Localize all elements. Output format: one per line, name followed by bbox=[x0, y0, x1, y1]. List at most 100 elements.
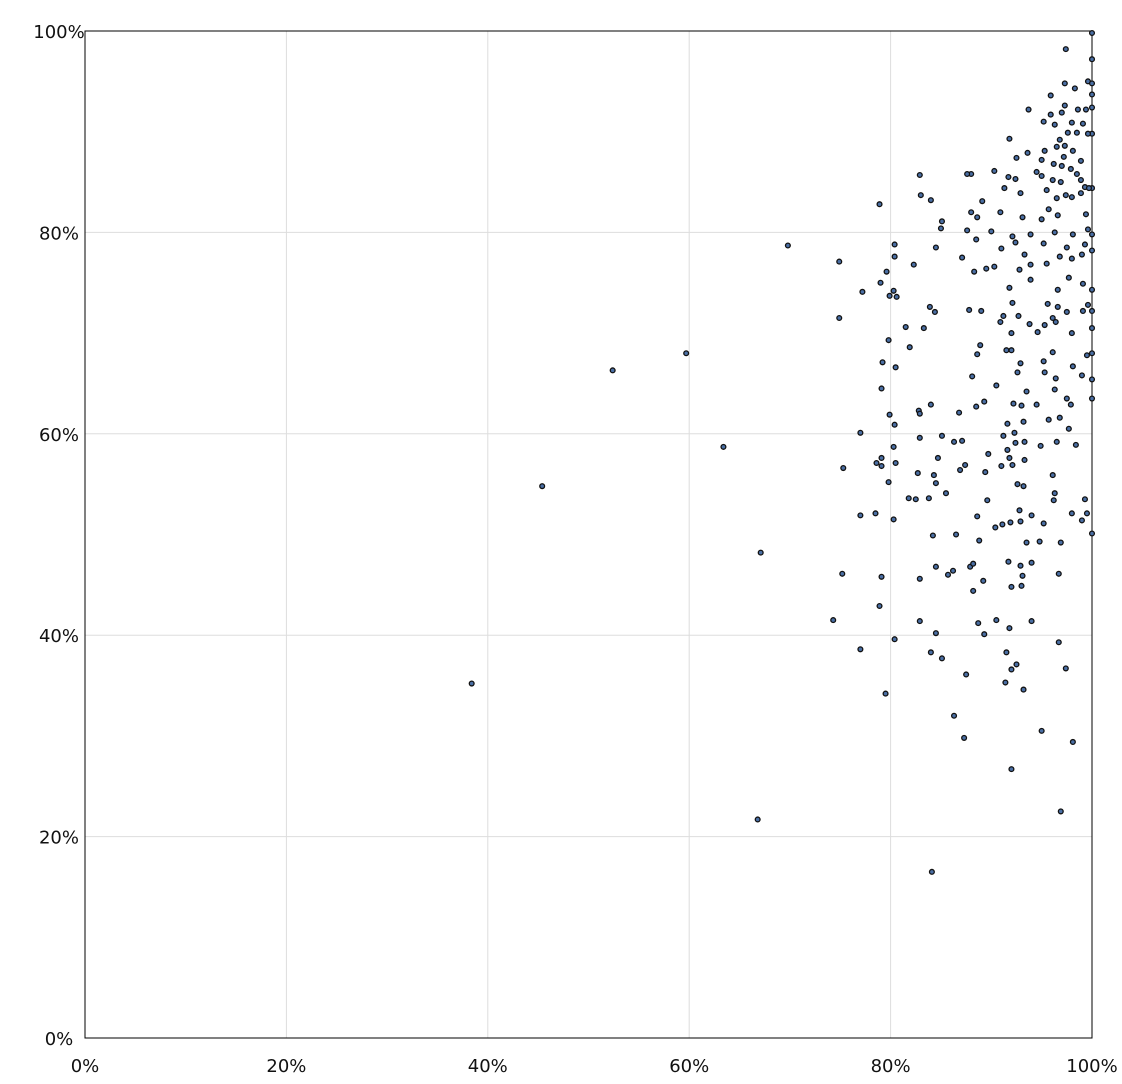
data-point bbox=[973, 236, 980, 243]
data-point bbox=[964, 227, 971, 234]
data-point bbox=[1052, 375, 1059, 382]
data-point bbox=[1065, 425, 1072, 432]
data-point bbox=[1051, 121, 1058, 128]
data-point bbox=[1088, 350, 1096, 357]
data-point bbox=[999, 521, 1006, 528]
data-point bbox=[953, 531, 960, 538]
data-point bbox=[1017, 562, 1024, 569]
data-point bbox=[984, 497, 991, 504]
data-point bbox=[916, 171, 923, 179]
data-point bbox=[1010, 400, 1017, 407]
data-point bbox=[981, 398, 988, 405]
data-point bbox=[1054, 286, 1061, 293]
data-point bbox=[963, 671, 970, 678]
data-point bbox=[1069, 147, 1076, 154]
y-tick-label: 80% bbox=[39, 223, 79, 244]
data-point bbox=[1041, 369, 1048, 376]
data-point bbox=[973, 403, 980, 410]
data-point bbox=[1051, 490, 1058, 497]
y-tick-label: 100% bbox=[33, 22, 84, 43]
data-point bbox=[1014, 481, 1021, 488]
data-point bbox=[836, 314, 843, 322]
data-point bbox=[878, 573, 885, 580]
data-point bbox=[1073, 129, 1080, 136]
data-point bbox=[1012, 239, 1019, 246]
grid bbox=[84, 30, 1093, 1039]
data-point bbox=[1027, 276, 1034, 283]
data-point bbox=[906, 344, 913, 351]
data-point bbox=[1018, 582, 1025, 589]
data-point bbox=[1043, 260, 1050, 267]
data-point bbox=[890, 516, 897, 523]
data-point bbox=[1063, 308, 1070, 316]
data-point bbox=[877, 279, 884, 286]
data-point bbox=[944, 571, 952, 578]
data-point bbox=[1036, 538, 1043, 545]
data-point bbox=[1068, 194, 1075, 201]
data-point bbox=[1078, 251, 1085, 258]
data-point bbox=[840, 464, 847, 472]
data-point bbox=[937, 225, 944, 232]
data-point bbox=[1027, 231, 1034, 238]
data-point bbox=[971, 268, 978, 275]
data-point bbox=[1047, 92, 1054, 99]
data-point bbox=[1069, 231, 1076, 238]
data-point bbox=[993, 617, 1000, 624]
data-point bbox=[1002, 679, 1009, 686]
x-tick-label: 60% bbox=[669, 1056, 709, 1077]
data-point bbox=[1063, 244, 1070, 251]
data-point bbox=[890, 443, 897, 450]
x-tick-label: 80% bbox=[871, 1056, 911, 1077]
data-point bbox=[1006, 135, 1013, 142]
data-point bbox=[1077, 190, 1084, 197]
data-point bbox=[957, 467, 964, 474]
data-point bbox=[1049, 472, 1056, 479]
data-point bbox=[910, 261, 917, 268]
data-point bbox=[1020, 483, 1027, 490]
data-point bbox=[1053, 438, 1060, 445]
data-point bbox=[959, 437, 966, 444]
data-point bbox=[980, 577, 987, 584]
data-point bbox=[1020, 686, 1027, 693]
data-point bbox=[950, 438, 958, 445]
data-point bbox=[878, 385, 885, 392]
data-point bbox=[857, 429, 864, 436]
data-point bbox=[974, 513, 981, 520]
data-point bbox=[857, 512, 864, 519]
data-point bbox=[914, 470, 921, 477]
data-point bbox=[1082, 211, 1090, 218]
data-point bbox=[1088, 104, 1096, 111]
data-point bbox=[988, 228, 995, 235]
data-point bbox=[1017, 518, 1024, 525]
data-point bbox=[1056, 253, 1063, 260]
data-point bbox=[925, 495, 932, 502]
data-point bbox=[1068, 330, 1075, 337]
data-point bbox=[1006, 454, 1013, 462]
data-point bbox=[1077, 157, 1084, 164]
data-point bbox=[1047, 111, 1054, 118]
data-point bbox=[1083, 510, 1091, 517]
data-point bbox=[885, 479, 892, 486]
x-tick-label: 20% bbox=[266, 1056, 306, 1077]
data-point bbox=[1054, 303, 1061, 310]
data-point bbox=[1053, 195, 1060, 202]
data-point bbox=[1071, 85, 1078, 92]
data-point bbox=[991, 263, 998, 270]
data-point bbox=[872, 510, 879, 517]
data-point bbox=[1088, 56, 1096, 63]
data-point bbox=[1068, 255, 1075, 262]
data-point bbox=[970, 587, 977, 594]
data-point bbox=[890, 287, 897, 294]
data-point bbox=[926, 303, 933, 310]
data-point bbox=[1081, 496, 1089, 503]
data-point bbox=[1013, 154, 1020, 161]
data-point bbox=[836, 258, 843, 265]
data-point bbox=[1041, 147, 1048, 154]
data-point bbox=[1088, 91, 1096, 98]
data-point bbox=[1009, 299, 1016, 306]
data-point bbox=[1005, 558, 1012, 565]
data-point bbox=[892, 459, 899, 467]
data-point bbox=[720, 443, 727, 450]
data-point bbox=[905, 495, 912, 502]
data-point bbox=[979, 198, 986, 205]
